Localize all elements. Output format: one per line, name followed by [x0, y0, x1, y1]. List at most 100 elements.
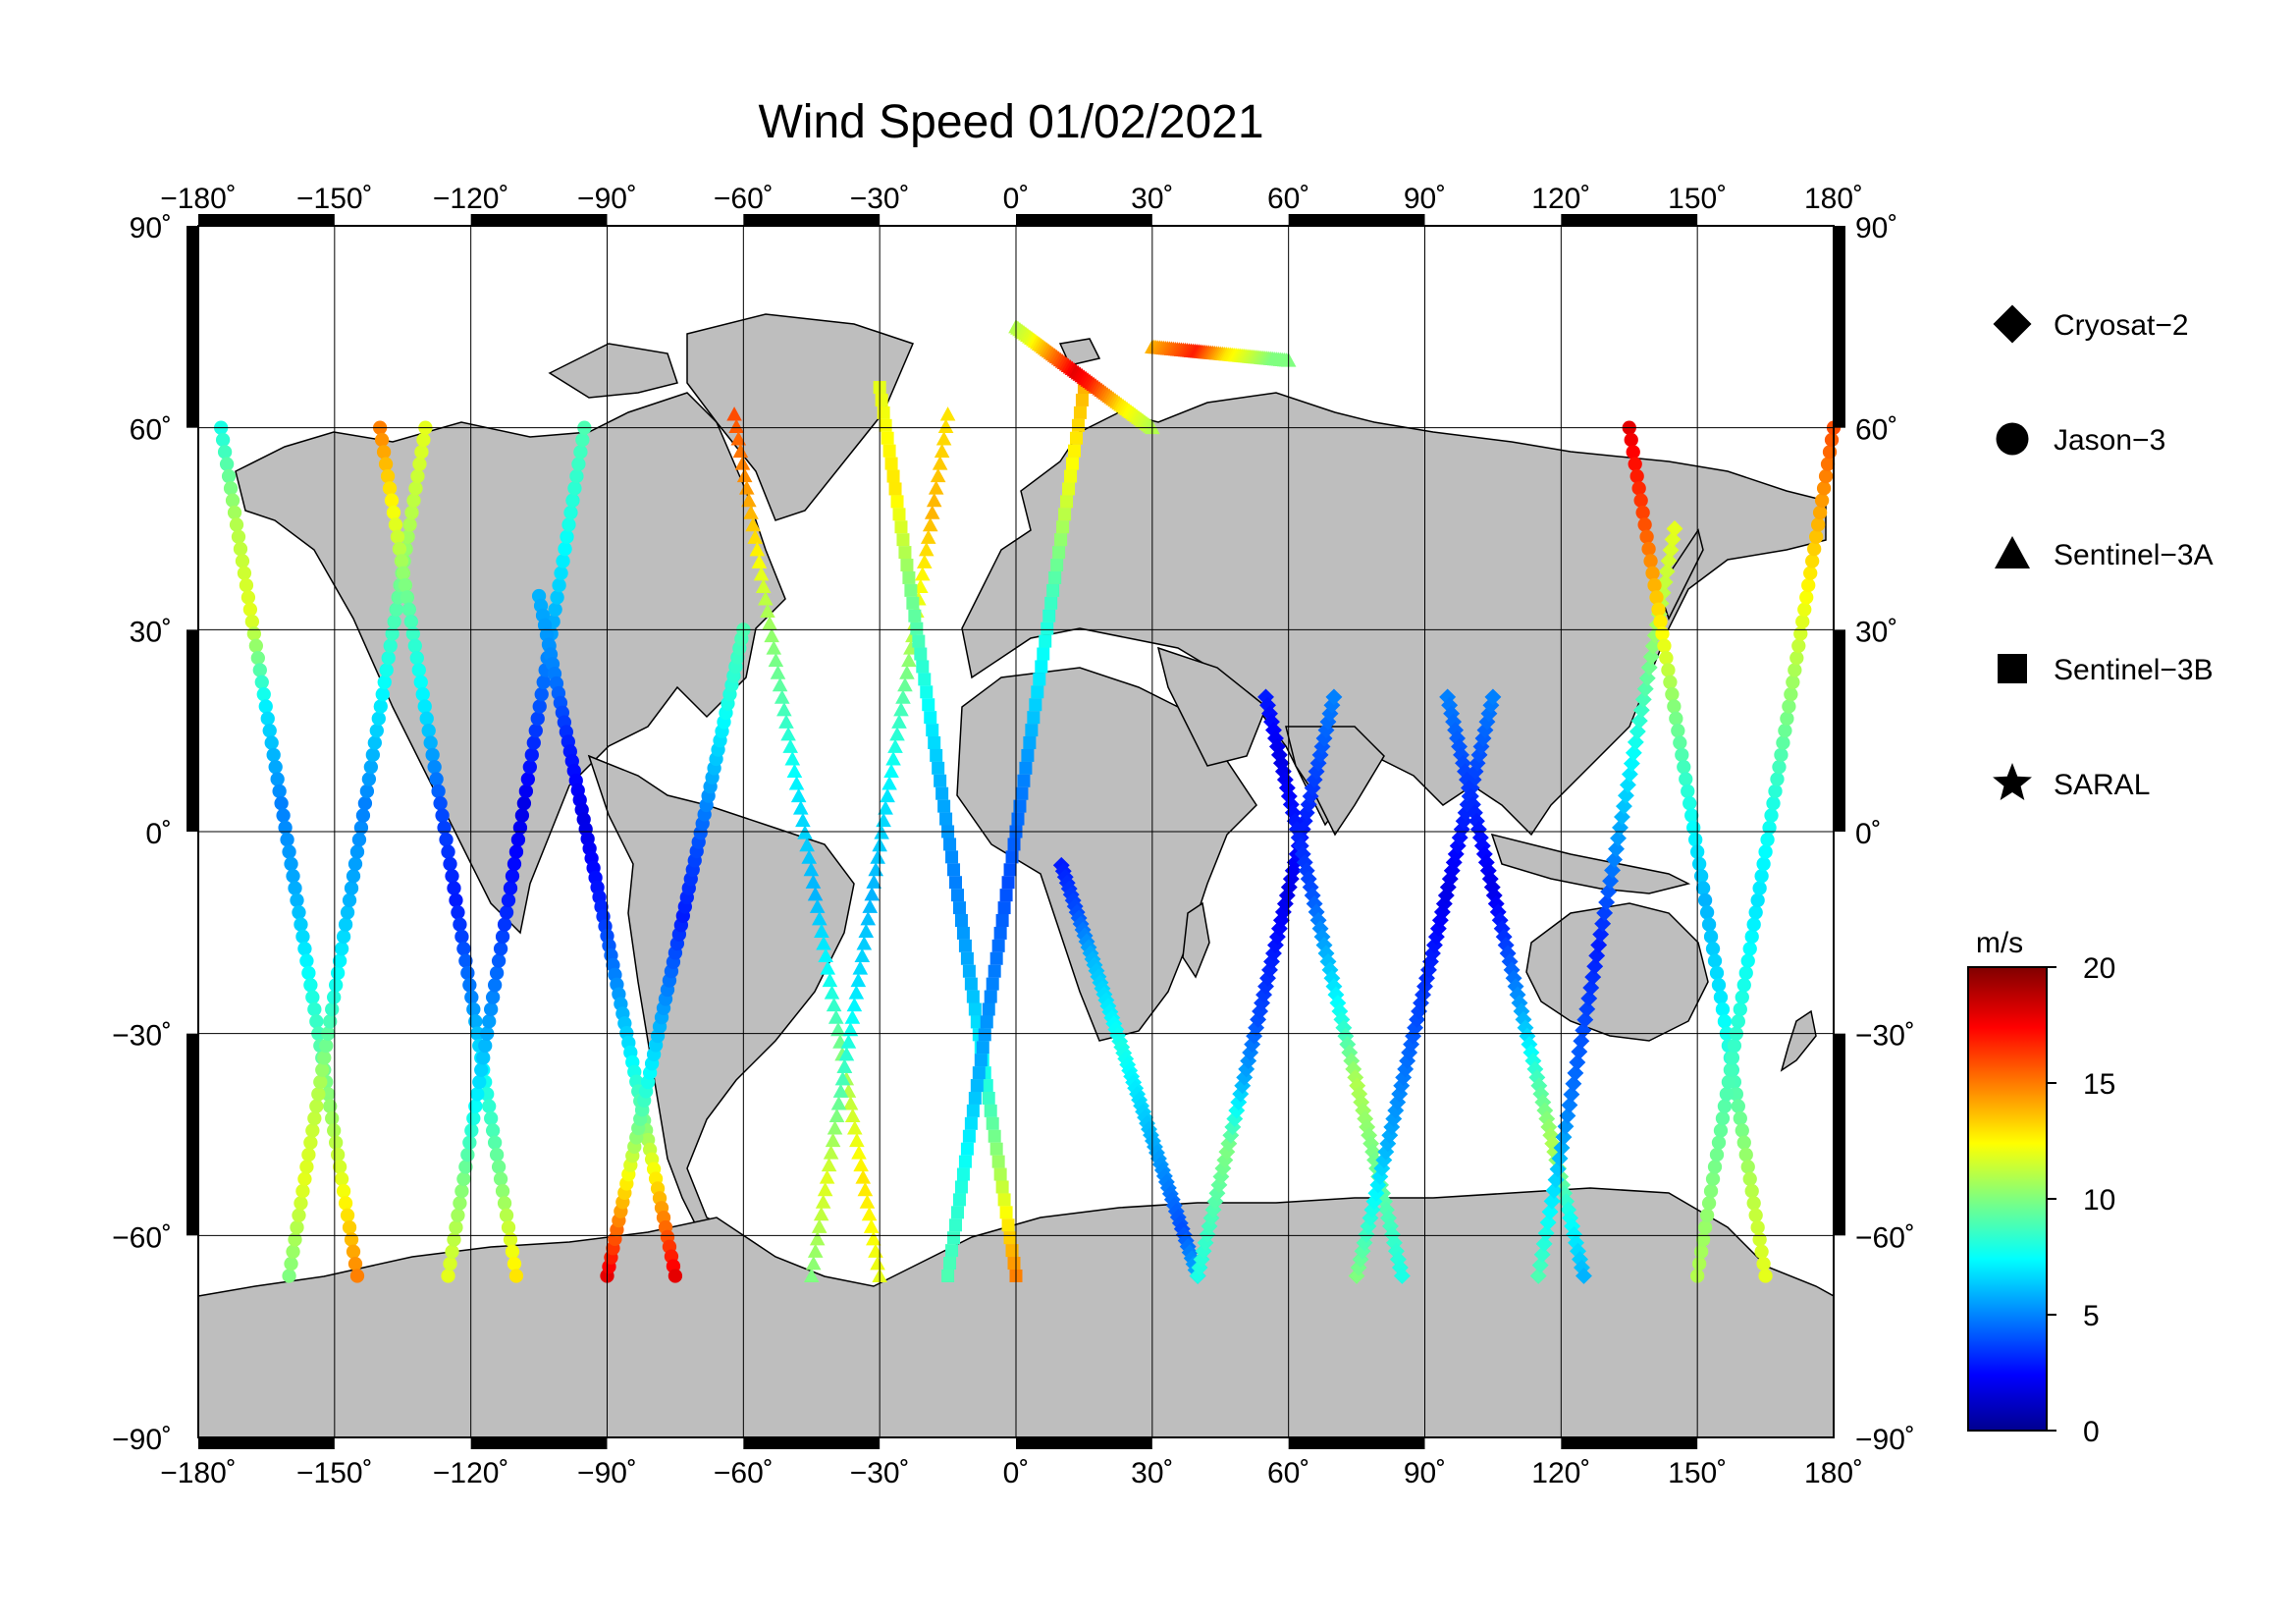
track-point	[330, 1147, 346, 1163]
track-point	[1637, 517, 1652, 532]
track-point	[1677, 760, 1691, 775]
track-point	[1717, 1099, 1733, 1113]
track-point	[407, 638, 422, 653]
track-point	[507, 856, 522, 872]
track-point	[386, 505, 401, 520]
track-point	[290, 1219, 304, 1235]
landmass-japan	[1658, 528, 1704, 621]
track-point	[1495, 928, 1513, 946]
track-point	[1276, 771, 1294, 788]
track-point	[1353, 1094, 1370, 1111]
track-point	[419, 711, 434, 726]
track-point	[327, 990, 342, 1004]
track-point	[828, 1009, 844, 1024]
track-point	[945, 850, 959, 864]
track-point	[778, 714, 794, 729]
track-point	[274, 796, 289, 811]
track-point	[1742, 942, 1757, 956]
track-point	[749, 542, 766, 557]
track-point	[784, 751, 801, 766]
track-point	[1612, 819, 1629, 837]
track-point	[1633, 493, 1648, 508]
track-point	[573, 445, 588, 460]
track-point	[732, 443, 749, 459]
track-point	[1635, 505, 1650, 520]
track-point	[229, 517, 244, 532]
track-point	[1321, 961, 1339, 979]
track-point	[1740, 1160, 1755, 1174]
track-point	[1669, 711, 1683, 726]
track-point	[1556, 1184, 1574, 1202]
track-point	[458, 953, 473, 968]
track-point	[943, 838, 957, 851]
track-point	[405, 626, 420, 641]
track-point	[1646, 626, 1664, 644]
track-point	[1627, 733, 1644, 751]
track-point	[890, 495, 904, 509]
track-point	[305, 990, 320, 1004]
track-point	[1664, 530, 1682, 548]
track-point	[383, 638, 398, 653]
track-point	[939, 812, 953, 826]
track-point	[1565, 1075, 1582, 1093]
track-point	[1735, 1123, 1749, 1138]
track-point	[853, 1157, 869, 1172]
track-point	[1786, 675, 1800, 689]
track-point	[881, 776, 897, 790]
triangle-icon	[1995, 536, 2030, 568]
track-point	[1555, 1128, 1573, 1146]
track-point	[1624, 432, 1638, 448]
track-point	[916, 554, 933, 568]
map-panel	[187, 214, 1845, 1449]
track-point	[1274, 903, 1292, 921]
track-point	[329, 978, 344, 993]
track-point	[1472, 737, 1490, 755]
track-point	[819, 1169, 835, 1184]
track-point	[487, 1135, 503, 1150]
track-point	[1493, 920, 1511, 938]
track-point	[1644, 637, 1662, 655]
lon-tick-label: 150˚	[1668, 183, 1727, 215]
track-point	[857, 1181, 874, 1197]
track-point	[999, 1206, 1013, 1219]
track-point	[1257, 978, 1274, 996]
track-point	[445, 1244, 459, 1259]
track-point	[1543, 1192, 1561, 1210]
track-point	[447, 881, 461, 895]
lat-tick-label: 90˚	[1855, 212, 1897, 244]
track-point	[842, 1096, 859, 1110]
track-point	[1561, 1097, 1578, 1113]
track-point	[1606, 851, 1623, 868]
track-point	[918, 673, 932, 686]
track-point	[1602, 872, 1620, 890]
track-point	[1768, 784, 1783, 799]
track-point	[891, 714, 907, 729]
track-point	[1810, 517, 1826, 532]
track-point	[820, 960, 836, 975]
track-point	[1375, 1152, 1393, 1169]
track-point	[1736, 978, 1751, 993]
track-point	[1021, 748, 1035, 762]
track-point	[1536, 1102, 1554, 1119]
track-point	[1503, 961, 1521, 979]
track-point	[995, 913, 1009, 927]
track-point	[825, 1132, 841, 1148]
track-point	[1335, 1019, 1353, 1037]
track-point	[272, 784, 287, 799]
lat-tick-label: −30˚	[1855, 1020, 1915, 1053]
track-point	[567, 481, 582, 496]
track-point	[1654, 584, 1672, 602]
track-point	[1645, 566, 1660, 580]
track-point	[1709, 1147, 1725, 1163]
track-point	[240, 590, 256, 605]
track-point	[1261, 705, 1278, 723]
track-point	[1651, 602, 1666, 617]
track-point	[1675, 747, 1689, 762]
track-point	[561, 517, 576, 532]
track-point	[1752, 1232, 1767, 1247]
track-point	[1422, 952, 1439, 970]
track-point	[505, 1244, 520, 1259]
frame-bar-right	[1834, 1033, 1845, 1236]
track-point	[1023, 736, 1037, 750]
track-point	[855, 1169, 872, 1184]
